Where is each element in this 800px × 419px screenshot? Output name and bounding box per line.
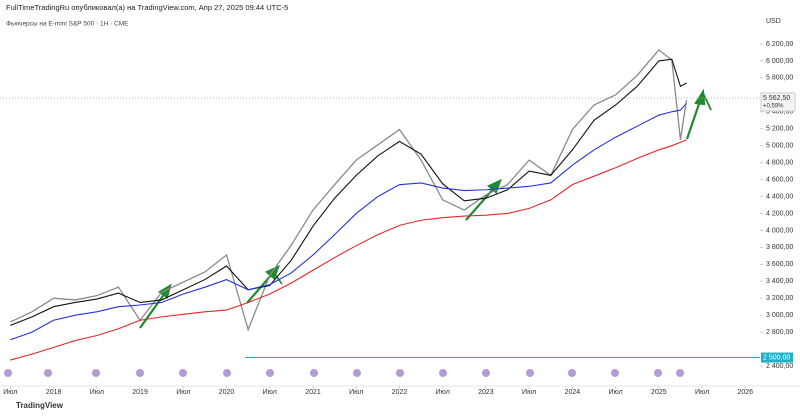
y-tick-label: 6 200,00 [766, 41, 793, 48]
x-tick-label: Июл [263, 389, 277, 396]
x-tick-label: Июл [176, 389, 190, 396]
x-tick-label: 2024 [565, 389, 581, 396]
y-tick-label: 5 800,00 [766, 75, 793, 82]
x-tick-label: 2022 [392, 389, 408, 396]
y-tick-label: 4 200,00 [766, 210, 793, 217]
y-tick-label: 3 200,00 [766, 295, 793, 302]
last-price-bg [760, 92, 796, 112]
y-tick-label: 2 400,00 [766, 363, 793, 370]
x-tick-label: Июл [349, 389, 363, 396]
footer-logo: TradingView [16, 401, 64, 410]
x-tick-label: 2020 [219, 389, 235, 396]
event-icons [4, 369, 684, 377]
y-tick-label: 3 600,00 [766, 261, 793, 268]
last-price-label: 5 562,50 [763, 95, 790, 102]
y-tick-label: 3 400,00 [766, 278, 793, 285]
y-tick-label: 5 200,00 [766, 126, 793, 133]
x-tick-label: 2026 [738, 389, 754, 396]
y-tick-label: 4 000,00 [766, 227, 793, 234]
annotations [139, 88, 712, 329]
y-tick-label: 5 400,00 [766, 109, 793, 116]
series-line [10, 58, 687, 326]
x-tick-label: 2023 [478, 389, 494, 396]
x-tick-label: 2025 [651, 389, 667, 396]
y-tick-label: 4 800,00 [766, 159, 793, 166]
chart-title: Фьючерсы на E-mini S&P 500 · 1Н · CME [6, 21, 129, 28]
y-tick-label: 4 600,00 [766, 176, 793, 183]
level-label: 2 500,00 [763, 354, 790, 361]
header: FullTimeTradingRu опубликовал(а) на Trad… [6, 3, 288, 12]
x-tick-label: Июл [522, 389, 536, 396]
y-tick-label: 6 000,00 [766, 58, 793, 65]
series-line [10, 139, 687, 361]
y-tick-label: 4 400,00 [766, 193, 793, 200]
x-tick-label: Июл [90, 389, 104, 396]
series-line [10, 49, 688, 332]
x-tick-label: Июл [436, 389, 450, 396]
series-line [10, 102, 687, 341]
y-tick-label: 2 800,00 [766, 329, 793, 336]
currency: USD [766, 18, 781, 25]
y-tick-label: 5 000,00 [766, 143, 793, 150]
x-tick-label: Июл [608, 389, 622, 396]
x-tick-label: 2021 [305, 389, 321, 396]
x-tick-label: Июл [695, 389, 709, 396]
x-tick-label: 2018 [46, 389, 62, 396]
change-label: +0,59% [763, 104, 784, 110]
level-label-bg [761, 352, 793, 363]
y-tick-label: 3 800,00 [766, 244, 793, 251]
x-tick-label: 2019 [132, 389, 148, 396]
y-tick-label: 3 000,00 [766, 312, 793, 319]
x-tick-label: Июл [3, 389, 17, 396]
